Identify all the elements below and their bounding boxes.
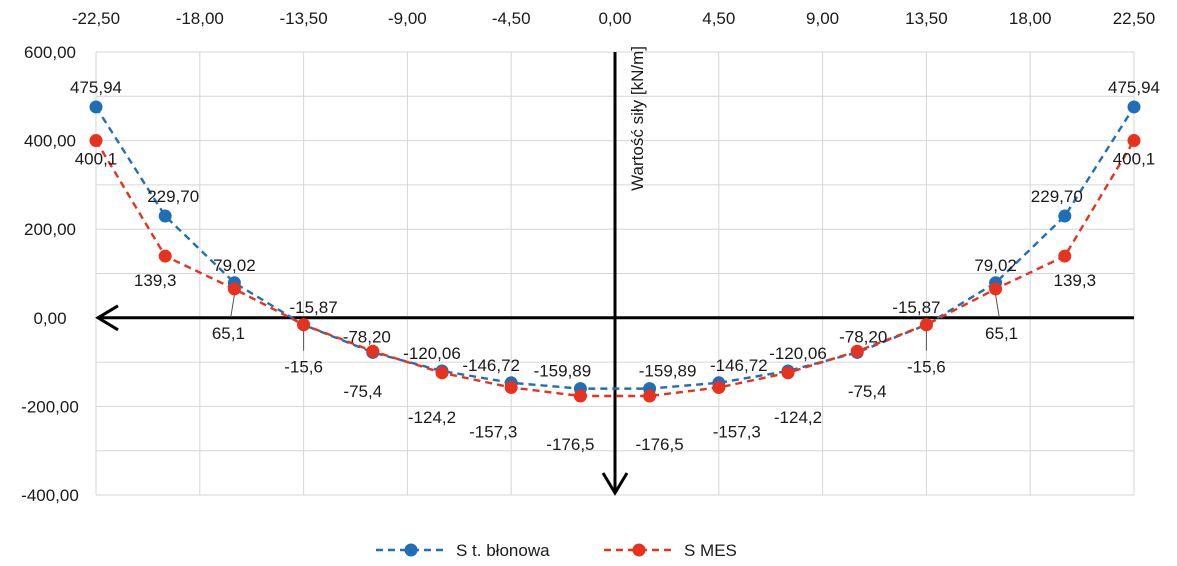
data-label-series-0: -78,20	[343, 327, 391, 346]
y-tick-label: 0,00	[33, 309, 66, 328]
data-label-series-1: 65,1	[212, 324, 245, 343]
data-label-series-0: -120,06	[769, 344, 827, 363]
x-tick-label: -13,50	[279, 9, 327, 28]
y-tick-label: 400,00	[24, 132, 76, 151]
series-0-point	[158, 209, 172, 223]
label-leader-line	[995, 294, 1000, 318]
data-label-series-0: -146,72	[710, 356, 768, 375]
data-label-series-1: 139,3	[1054, 271, 1097, 290]
data-label-series-1: -176,5	[635, 435, 683, 454]
x-tick-label: 4,50	[702, 9, 735, 28]
series-1-point	[1127, 134, 1141, 148]
series-1-point	[435, 366, 449, 380]
data-label-series-0: -146,72	[462, 356, 520, 375]
series-1-point	[366, 344, 380, 358]
series-1-point	[504, 380, 518, 394]
legend: S t. błonowa S MES	[376, 541, 737, 560]
series	[89, 100, 1141, 403]
legend-entry-label: S t. błonowa	[456, 541, 550, 560]
x-tick-label: 18,00	[1009, 9, 1052, 28]
data-label-series-1: 400,1	[75, 150, 118, 169]
y-axis-label: Wartość siły [kN/m]	[628, 46, 647, 191]
data-label-series-0: 79,02	[213, 256, 256, 275]
data-label-series-1: -124,2	[408, 408, 456, 427]
series-1-point	[850, 344, 864, 358]
series-1-point	[781, 366, 795, 380]
data-label-series-1: -157,3	[469, 422, 517, 441]
x-tick-label: -4,50	[492, 9, 531, 28]
data-label-series-0: -159,89	[639, 362, 697, 381]
data-label-series-0: 475,94	[70, 78, 122, 97]
data-label-series-0: -15,87	[289, 298, 337, 317]
tick-labels: -22,50 -18,00 -13,50 -9,00 -4,50 0,00 4,50 9,00…	[21, 9, 1155, 505]
x-tick-label: 13,50	[905, 9, 948, 28]
series-1-point	[158, 249, 172, 263]
data-label-series-0: -15,87	[892, 298, 940, 317]
data-label-series-1: -157,3	[713, 422, 761, 441]
legend-entry-label: S MES	[684, 541, 737, 560]
y-tick-label: -400,00	[21, 486, 79, 505]
y-tick-label: 600,00	[24, 43, 76, 62]
data-label-series-1: -124,2	[774, 408, 822, 427]
data-label-series-0: 475,94	[1108, 78, 1160, 97]
series-1-point	[643, 389, 657, 403]
x-tick-label: 0,00	[598, 9, 631, 28]
label-leader-line	[230, 294, 235, 318]
axes	[95, 52, 1134, 496]
series-1-point	[1058, 249, 1072, 263]
series-1-point	[89, 134, 103, 148]
data-label-series-0: -159,89	[534, 362, 592, 381]
series-1-point	[712, 380, 726, 394]
series-0-point	[1127, 100, 1141, 114]
data-label-series-0: -78,20	[839, 327, 887, 346]
data-label-series-1: 400,1	[1113, 150, 1156, 169]
data-label-series-1: 139,3	[134, 271, 177, 290]
data-label-series-1: -75,4	[343, 382, 382, 401]
data-label-series-1: -15,6	[284, 358, 323, 377]
y-axis-arrow	[601, 472, 629, 496]
data-label-series-1: -176,5	[546, 435, 594, 454]
series-1-point	[297, 318, 311, 332]
y-tick-label: -200,00	[21, 397, 79, 416]
series-0-point	[1058, 209, 1072, 223]
data-label-series-1: -75,4	[848, 382, 887, 401]
x-tick-label: 22,50	[1113, 9, 1156, 28]
data-label-series-0: 229,70	[147, 187, 199, 206]
series-1-point	[573, 389, 587, 403]
x-tick-label: -9,00	[388, 9, 427, 28]
data-label-series-0: 229,70	[1031, 187, 1083, 206]
x-axis-arrow	[95, 304, 119, 332]
data-label-series-1: -15,6	[907, 358, 946, 377]
series-0-point	[89, 100, 103, 114]
series-line-0	[94, 106, 1136, 390]
x-tick-label: 9,00	[806, 9, 839, 28]
data-labels: 475,94229,7079,02-15,87-78,20-120,06-146…	[70, 78, 1160, 454]
series-1-point	[989, 282, 1003, 296]
legend-swatch-marker	[632, 543, 646, 557]
y-tick-label: 200,00	[24, 220, 76, 239]
data-label-series-0: -120,06	[403, 344, 461, 363]
series-1-point	[919, 318, 933, 332]
x-tick-label: -22,50	[72, 9, 120, 28]
legend-swatch-marker	[404, 543, 418, 557]
data-label-series-0: 79,02	[974, 256, 1017, 275]
series-1-point	[227, 282, 241, 296]
x-tick-label: -18,00	[176, 9, 224, 28]
data-label-series-1: 65,1	[985, 324, 1018, 343]
